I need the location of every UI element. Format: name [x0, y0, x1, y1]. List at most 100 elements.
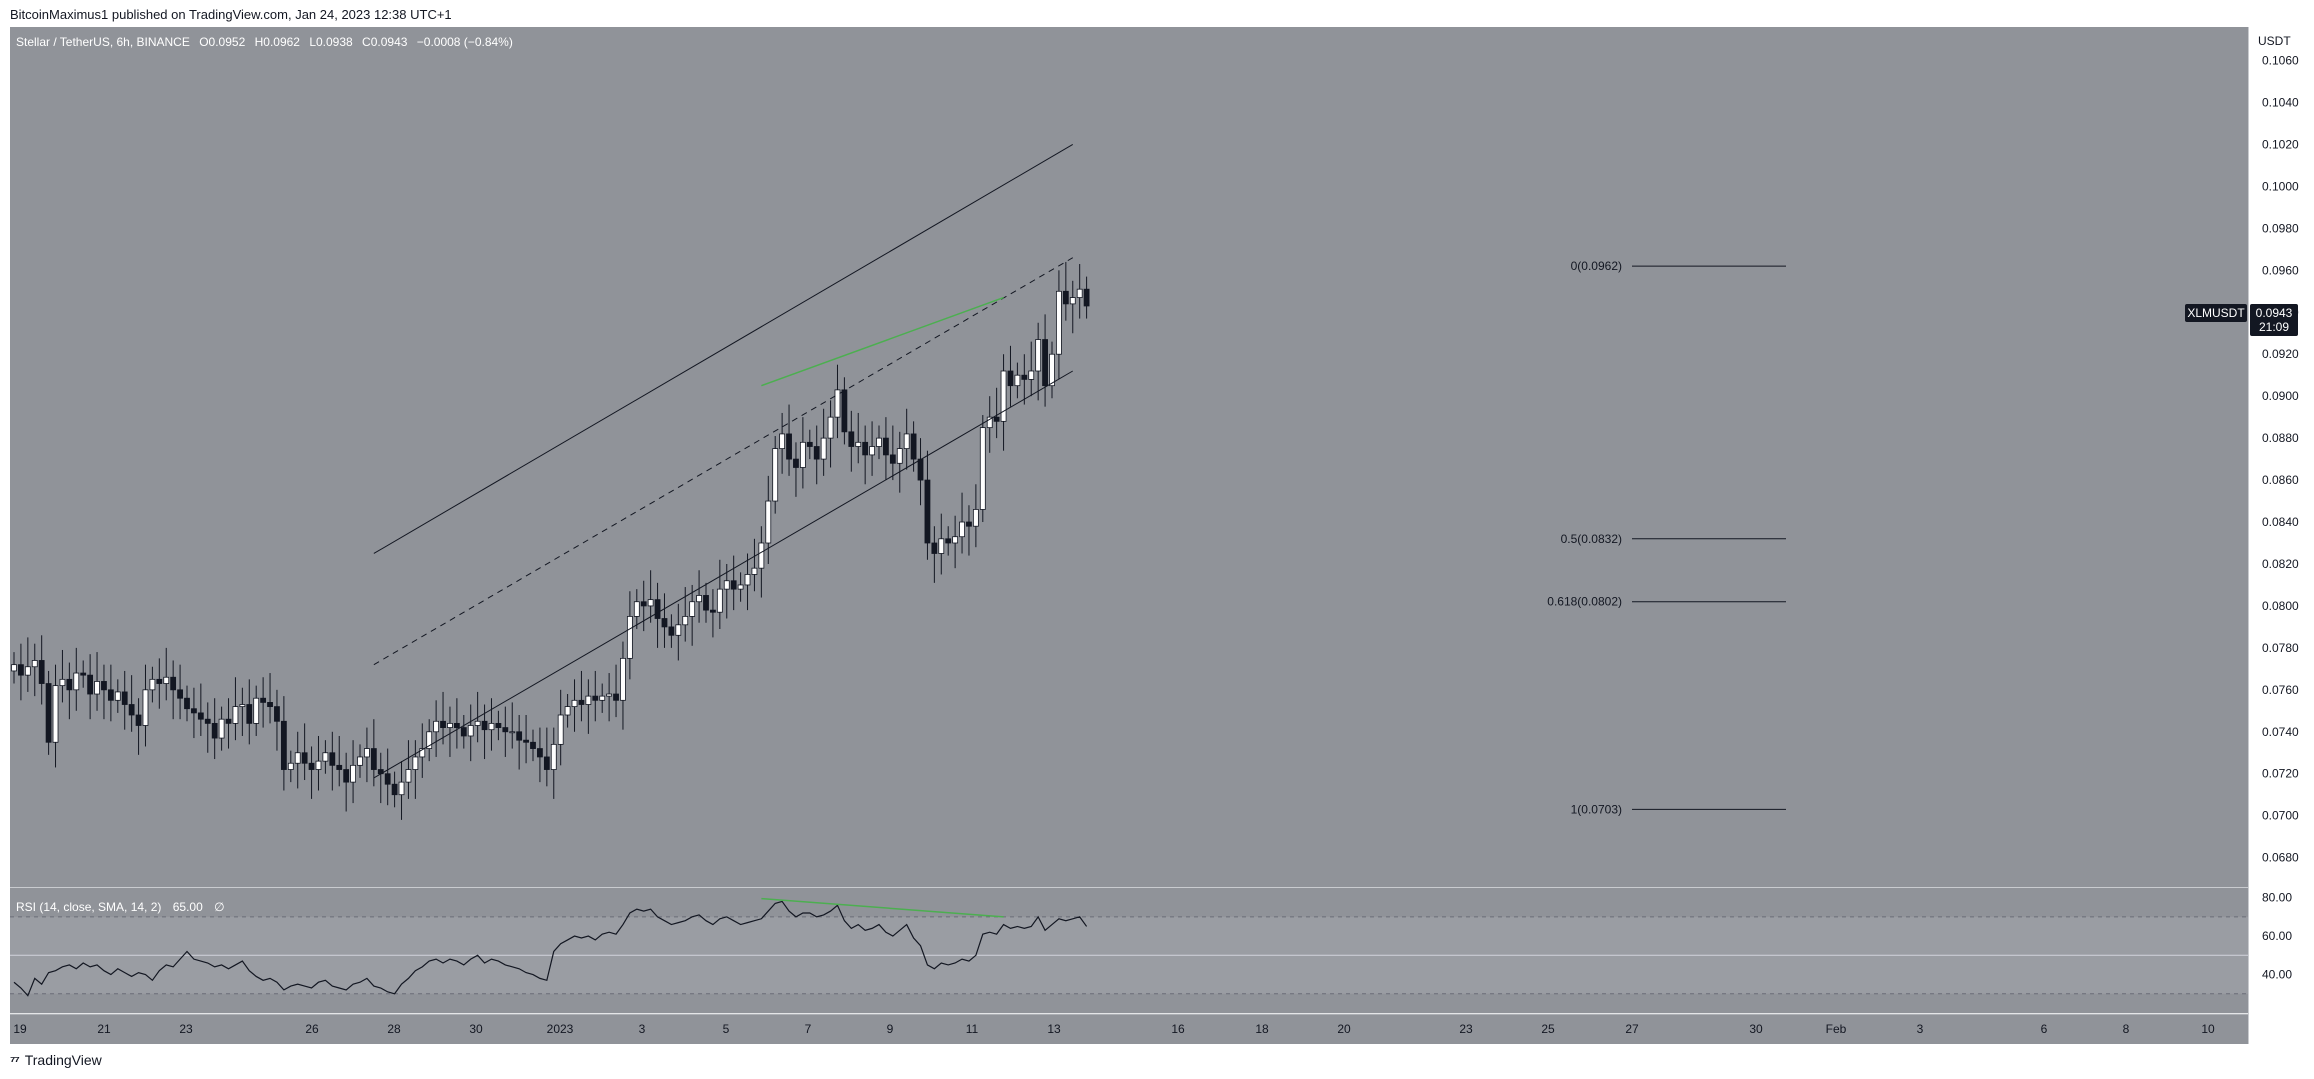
- candle-body: [433, 720, 440, 733]
- x-axis[interactable]: 19 21 23 26 28 30 2023 3 5 7 9 11 13 16 18 20 23 25 27 30 Fe…: [13, 1022, 2215, 1036]
- candle-body: [986, 416, 993, 429]
- candle: [149, 666, 156, 703]
- candle: [876, 425, 882, 460]
- candle: [834, 364, 841, 439]
- candle-body: [1083, 288, 1090, 307]
- candle-body: [1042, 339, 1048, 387]
- candle: [668, 614, 675, 648]
- rsi-line: [13, 900, 1088, 997]
- price-tag: XLMUSDT 0.0943 21:09: [2185, 304, 2298, 336]
- candle: [329, 731, 336, 791]
- price-tick-label: 0.0680: [2262, 851, 2299, 865]
- candle-body: [453, 722, 460, 728]
- rsi-legend[interactable]: RSI (14, close, SMA, 14, 2) 65.00 ∅: [16, 900, 225, 914]
- price-tag-price-bg: [2250, 304, 2298, 336]
- candle-body: [896, 448, 903, 464]
- x-tick-label: 23: [179, 1022, 193, 1036]
- candle: [107, 664, 114, 722]
- price-tick-label: 0.0980: [2262, 221, 2299, 235]
- candle-body: [758, 542, 765, 569]
- candle-body: [889, 454, 896, 464]
- candle: [218, 706, 225, 751]
- price-y-axis[interactable]: 0.1060 0.1040 0.1020 0.1000 0.0980 0.0960 0.09…: [2262, 54, 2299, 865]
- candle: [972, 484, 979, 548]
- price-tick-label: 0.1060: [2262, 54, 2299, 68]
- candle-body: [592, 695, 599, 701]
- candle-body: [184, 697, 190, 710]
- candle: [121, 670, 128, 730]
- candle: [405, 740, 412, 799]
- candle: [156, 658, 163, 709]
- candle: [703, 582, 709, 623]
- candle: [87, 654, 94, 720]
- candle-body: [163, 676, 170, 684]
- candle-body: [52, 685, 59, 743]
- candle-body: [204, 718, 211, 724]
- fib-levels: 0(0.0962) 0.5(0.0832) 0.618(0.0802) 1(0.070…: [1547, 259, 1786, 816]
- candle-body: [516, 731, 523, 741]
- x-tick-label: 19: [13, 1022, 27, 1036]
- candle-body: [848, 431, 855, 447]
- candle: [675, 603, 682, 661]
- candle: [18, 643, 24, 701]
- candle-body: [287, 762, 294, 770]
- candle-body: [426, 731, 433, 749]
- x-tick-label: Feb: [1826, 1022, 1847, 1036]
- candle-body: [232, 706, 239, 724]
- symbol-legend[interactable]: Stellar / TetherUS, 6h, BINANCE O0.0952 …: [16, 35, 513, 49]
- candle: [398, 761, 405, 820]
- price-tick-label: 0.0960: [2262, 263, 2299, 277]
- candle: [267, 673, 273, 724]
- candle-body: [405, 769, 412, 783]
- legend-high-label: H: [255, 35, 264, 49]
- candle: [647, 570, 654, 623]
- candle: [1062, 261, 1069, 321]
- candle-body: [537, 748, 543, 758]
- candle: [246, 679, 253, 745]
- candle-body: [177, 689, 183, 699]
- candle: [993, 387, 1000, 439]
- candle: [350, 740, 356, 804]
- candle: [730, 555, 737, 611]
- candle-body: [654, 599, 661, 619]
- fib-label: 0(0.0962): [1571, 259, 1622, 273]
- candle-body: [101, 681, 107, 691]
- price-divergence: [761, 296, 1004, 387]
- candle-body: [876, 437, 882, 447]
- candle-body: [806, 441, 813, 447]
- candle: [412, 740, 419, 799]
- candle-body: [668, 626, 675, 636]
- candle-body: [703, 595, 709, 611]
- candle-body: [945, 538, 952, 544]
- candle: [592, 670, 599, 722]
- candle: [1000, 354, 1007, 451]
- price-tag-symbol-bg: [2185, 304, 2247, 322]
- candle: [633, 589, 640, 629]
- candle: [509, 702, 516, 749]
- price-tag-price: 0.0943: [2256, 306, 2293, 320]
- candle: [945, 526, 952, 556]
- candle-body: [730, 580, 737, 590]
- candle-body: [329, 752, 336, 766]
- candle: [737, 572, 744, 602]
- price-tick-label: 0.0920: [2262, 347, 2299, 361]
- candle: [820, 408, 827, 476]
- candle-body: [45, 683, 52, 743]
- legend-open: 0.0952: [209, 35, 246, 49]
- candle: [813, 425, 820, 485]
- candle-body: [599, 695, 606, 701]
- candle: [578, 670, 585, 722]
- candle-body: [751, 567, 758, 575]
- x-tick-label: 8: [2123, 1022, 2130, 1036]
- channel-upper-line: [373, 144, 1074, 554]
- candle: [260, 677, 267, 728]
- candle: [654, 582, 661, 648]
- candle-body: [1000, 370, 1007, 422]
- candle: [523, 715, 529, 764]
- candle-body: [114, 691, 121, 701]
- x-tick-label: 3: [639, 1022, 646, 1036]
- x-tick-label: 30: [469, 1022, 483, 1036]
- candle-body: [799, 441, 806, 468]
- candle-body: [557, 714, 564, 745]
